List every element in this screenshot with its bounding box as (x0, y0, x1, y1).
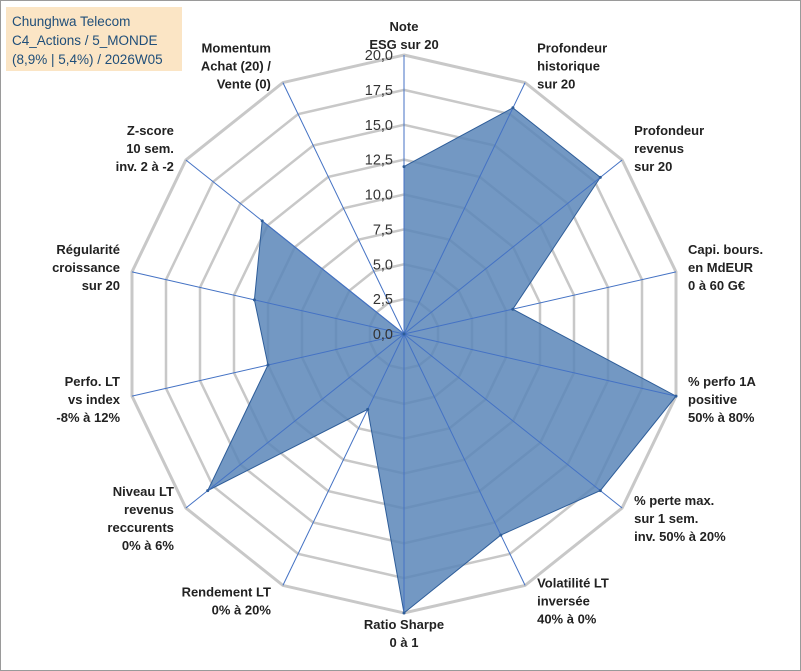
axis-spoke (185, 159, 405, 335)
data-point (402, 165, 406, 169)
axis-label-line: ESG sur 20 (369, 37, 438, 52)
tick-label: 12,5 (365, 153, 393, 169)
axis-label-line: Niveau LT (113, 484, 174, 499)
data-point (206, 489, 210, 493)
axis-label-line: vs index (68, 392, 121, 407)
axis-label-line: Profondeur (537, 40, 607, 55)
portfolio-name: C4_Actions / 5_MONDE (12, 33, 158, 48)
axis-label: Z-score 10 sem. inv. 2 à -2 (116, 123, 174, 174)
tick-label: 17,5 (365, 83, 393, 99)
axis-spoke (403, 333, 526, 586)
axis-label: Profondeur historique sur 20 (537, 40, 607, 91)
axis-label-line: Momentum (202, 40, 271, 55)
axis-spoke (403, 333, 677, 397)
axis-label: Régularité croissance sur 20 (52, 242, 120, 293)
axis-label: Ratio Sharpe 0 à 1 (364, 617, 444, 650)
tick-label: 10,0 (365, 188, 393, 204)
axis-label-line: Vente (0) (217, 76, 271, 91)
tick-label: 7,5 (373, 222, 393, 238)
data-point (402, 611, 406, 615)
data-point (252, 298, 256, 302)
axis-label-line: Note (390, 19, 419, 34)
axis-label-line: 0% à 20% (212, 603, 272, 618)
axis-spoke (282, 82, 405, 335)
axis-spoke (403, 271, 677, 335)
axis-label: Profondeur revenus sur 20 (634, 123, 704, 174)
performance-stats: (8,9% | 5,4%) / 2026W05 (12, 52, 163, 67)
axis-label-line: Régularité (56, 242, 120, 257)
axis-spoke (403, 333, 623, 509)
axis-label-line: Perfo. LT (65, 374, 120, 389)
tick-label: 15,0 (365, 118, 393, 134)
axis-label-line: Ratio Sharpe (364, 617, 444, 632)
data-point (511, 106, 515, 110)
tick-label: 0,0 (373, 327, 393, 343)
axis-label-line: inv. 50% à 20% (634, 529, 726, 544)
data-point (598, 175, 602, 179)
axis-label-line: sur 1 sem. (634, 511, 698, 526)
tick-label: 2,5 (373, 292, 393, 308)
axis-label: Niveau LT revenus reccurents 0% à 6% (107, 484, 174, 553)
axis-label-line: 0% à 6% (122, 538, 174, 553)
axis-label-line: inversée (537, 594, 590, 609)
axis-label-line: 40% à 0% (537, 612, 597, 627)
data-point (366, 407, 370, 411)
axis-label-line: reccurents (107, 520, 173, 535)
axis-label-line: Profondeur (634, 123, 704, 138)
axis-label-line: Volatilité LT (537, 576, 609, 591)
axis-label: % perte max. sur 1 sem. inv. 50% à 20% (634, 493, 726, 544)
data-point (598, 489, 602, 493)
axis-label-line: 50% à 80% (688, 410, 755, 425)
tick-label: 5,0 (373, 257, 393, 273)
axis-spoke (131, 271, 405, 335)
axis-label-line: sur 20 (634, 159, 672, 174)
axis-label-line: croissance (52, 260, 120, 275)
company-name: Chunghwa Telecom (12, 14, 131, 29)
title-box: Chunghwa Telecom C4_Actions / 5_MONDE (8… (6, 7, 182, 71)
axis-label-line: revenus (634, 141, 684, 156)
axis-label-line: Capi. bours. (688, 242, 763, 257)
axis-label: Volatilité LT inversée 40% à 0% (537, 576, 609, 627)
axis-label-line: % perfo 1A (688, 374, 757, 389)
data-point (402, 332, 406, 336)
axis-label-line: Z-score (127, 123, 174, 138)
axis-label-line: sur 20 (82, 278, 120, 293)
data-point (674, 394, 678, 398)
axis-label: Momentum Achat (20) / Vente (0) (201, 40, 271, 91)
axis-label: Perfo. LT vs index -8% à 12% (56, 374, 120, 425)
axis-spoke (185, 333, 405, 509)
axis-label-line: inv. 2 à -2 (116, 159, 174, 174)
axis-label-line: en MdEUR (688, 260, 754, 275)
axis-label-line: 0 à 60 G€ (688, 278, 745, 293)
axis-spoke (403, 159, 623, 335)
axis-label-line: -8% à 12% (56, 410, 120, 425)
data-point (266, 363, 270, 367)
axis-spoke (403, 82, 526, 335)
axis-label-line: revenus (124, 502, 174, 517)
tick-label: 20,0 (365, 48, 393, 64)
axis-label-line: historique (537, 58, 600, 73)
axis-label: Note ESG sur 20 (369, 19, 438, 52)
axis-label-line: Achat (20) / (201, 58, 271, 73)
axis-label-line: 10 sem. (126, 141, 174, 156)
axis-label-line: Rendement LT (182, 585, 271, 600)
axis-label: Capi. bours. en MdEUR 0 à 60 G€ (688, 242, 763, 293)
data-point (511, 307, 515, 311)
axis-label-line: 0 à 1 (390, 635, 419, 650)
axis-label-line: sur 20 (537, 76, 575, 91)
data-point (260, 219, 264, 223)
data-point (499, 533, 503, 537)
axis-label: Rendement LT 0% à 20% (182, 585, 272, 618)
axis-spoke (282, 333, 405, 586)
axis-label: % perfo 1A positive 50% à 80% (688, 374, 757, 425)
axis-label-line: positive (688, 392, 737, 407)
axis-label-line: % perte max. (634, 493, 714, 508)
